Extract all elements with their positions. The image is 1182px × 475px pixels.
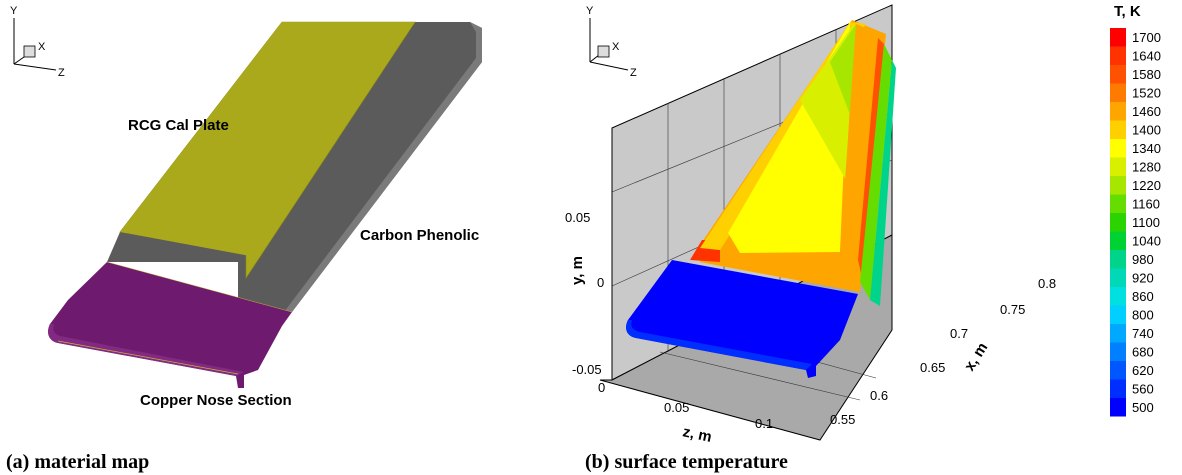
legend-label: 740 [1132,326,1154,341]
legend-swatch [1110,379,1126,398]
legend-swatch [1110,250,1126,269]
legend-label: 860 [1132,289,1154,304]
legend-swatch [1110,83,1126,102]
legend-labels: 1700 1640 1580 1520 1460 1400 1340 1280 1220 1160… [1132,30,1161,415]
legend-label: 1100 [1132,215,1160,230]
z-axis-title: z, m [681,423,713,446]
copper-nose-region [48,262,292,388]
panel-b-triad-y-label: Y [586,5,594,17]
panel-b-triad-x-label: X [612,41,620,53]
legend-label: 1040 [1132,233,1161,248]
legend-label: 1280 [1132,159,1161,174]
legend-swatch [1110,213,1126,232]
legend-swatch [1110,102,1126,121]
legend-swatch [1110,287,1126,306]
x-tick-2: 0.65 [920,360,945,375]
legend-title: T, K [1114,3,1141,20]
legend-label: 1520 [1132,85,1161,100]
z-tick-0: 0 [598,380,605,395]
y-axis: 0.05 0 -0.05 y, m [565,210,604,377]
panel-b-triad-z-label: Z [630,67,637,79]
x-axis-title: x, m [961,340,991,374]
panel-a-axis-triad-icon: Y X Z [10,5,65,79]
panel-a-triad-z-label: Z [58,67,65,79]
legend-label: 800 [1132,307,1154,322]
legend-label: 1400 [1132,122,1161,137]
rcg-cal-plate-label: RCG Cal Plate [128,117,229,134]
panel-b-caption: (b) surface temperature [585,451,788,473]
legend-swatch [1110,305,1126,324]
panel-b-axis-triad-icon: Y X Z [586,5,637,79]
legend-swatch [1110,231,1126,250]
legend-swatch [1110,157,1126,176]
legend-swatch [1110,65,1126,84]
y-tick-2: -0.05 [572,362,602,377]
legend-label: 1160 [1132,196,1160,211]
legend-swatch [1110,342,1126,361]
x-tick-0: 0.55 [830,412,855,427]
y-axis-title: y, m [569,256,586,285]
legend-swatch [1110,176,1126,195]
panel-a-caption: (a) material map [6,451,149,473]
legend-label: 980 [1132,252,1154,267]
panel-a-triad-x-label: X [38,41,46,53]
legend-swatch [1110,361,1126,380]
legend-label: 920 [1132,270,1154,285]
legend-label: 1580 [1132,67,1161,82]
legend-label: 500 [1132,400,1154,415]
legend-swatch [1110,120,1126,139]
temperature-legend: T, K 1700 1640 1580 1520 1460 1400 1340 1280 122… [1110,3,1161,417]
x-tick-5: 0.8 [1038,276,1056,291]
legend-label: 1340 [1132,141,1161,156]
y-tick-1: 0 [597,275,604,290]
panel-a: Y X Z RCG Cal Plate Carbon Phenolic Copp… [6,5,482,473]
legend-label: 680 [1132,344,1154,359]
legend-label: 560 [1132,381,1154,396]
legend-swatch [1110,139,1126,158]
nose-temperature-region [626,260,858,378]
legend-swatch [1110,398,1126,417]
x-tick-1: 0.6 [870,388,888,403]
carbon-phenolic-label: Carbon Phenolic [360,227,479,244]
legend-label: 1640 [1132,48,1161,63]
legend-swatch [1110,46,1126,65]
z-tick-2: 0.1 [755,416,773,431]
legend-label: 1700 [1132,30,1161,45]
z-tick-1: 0.05 [664,400,689,415]
legend-swatch [1110,28,1126,47]
x-tick-3: 0.7 [950,326,968,341]
z-axis: 0 0.05 0.1 z, m [598,380,773,446]
legend-swatch [1110,324,1126,343]
legend-swatch [1110,194,1126,213]
legend-label: 1220 [1132,178,1161,193]
legend-label: 1460 [1132,104,1161,119]
legend-label: 620 [1132,363,1154,378]
panel-a-triad-y-label: Y [10,5,18,17]
panel-b: Y X Z [565,3,1161,473]
copper-nose-label: Copper Nose Section [140,392,292,409]
legend-swatch [1110,268,1126,287]
legend-swatches [1110,28,1126,417]
y-tick-0: 0.05 [565,210,590,225]
x-tick-4: 0.75 [1000,302,1025,317]
